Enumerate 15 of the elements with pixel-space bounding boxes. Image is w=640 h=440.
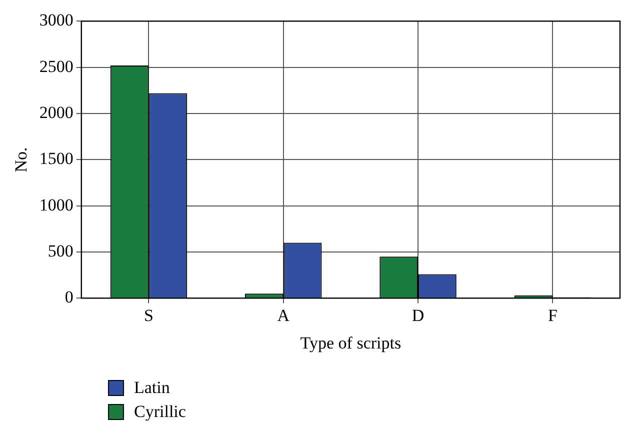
legend-label: Latin — [134, 378, 170, 398]
y-tick-label: 500 — [48, 242, 74, 260]
x-tick-label: S — [144, 306, 154, 325]
x-axis-title: Type of scripts — [300, 333, 402, 352]
y-tick-label: 3000 — [39, 10, 74, 30]
x-tick-label: D — [412, 306, 424, 325]
y-tick-label: 0 — [64, 288, 74, 307]
y-tick-label: 2500 — [39, 56, 74, 76]
y-axis-title: No. — [12, 147, 31, 172]
x-tick-label: F — [548, 306, 558, 325]
y-tick-label: 1500 — [39, 149, 74, 168]
x-tick-label: A — [277, 306, 290, 325]
y-tick-label: 2000 — [39, 103, 74, 122]
legend-label: Cyrillic — [134, 402, 186, 422]
y-tick-label: 1000 — [39, 195, 74, 214]
